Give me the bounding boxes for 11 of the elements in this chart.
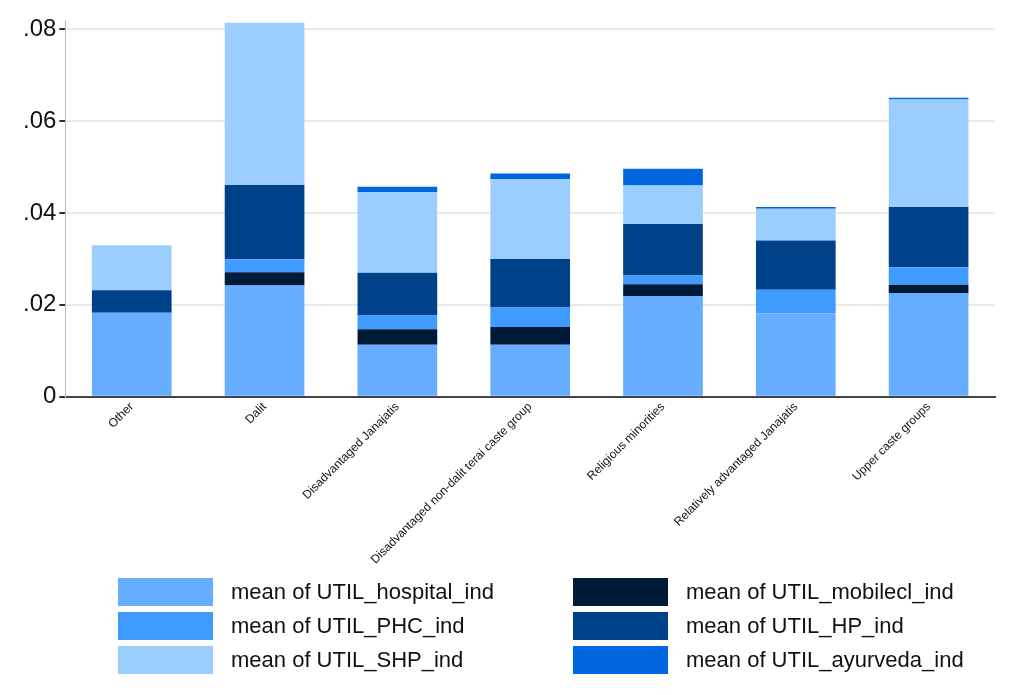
legend-label: mean of UTIL_HP_ind — [686, 613, 904, 639]
legend-label: mean of UTIL_mobilecl_ind — [686, 579, 954, 605]
y-tick-label: .04 — [22, 197, 57, 225]
legend-label: mean of UTIL_PHC_ind — [231, 613, 465, 639]
legend-label: mean of UTIL_ayurveda_ind — [686, 647, 964, 673]
y-tick-label: .08 — [22, 13, 57, 41]
legend-label: mean of UTIL_hospital_ind — [231, 579, 494, 605]
y-tick-label: 0 — [43, 381, 57, 409]
legend-label: mean of UTIL_SHP_ind — [231, 647, 464, 673]
y-tick-label: .06 — [22, 105, 57, 133]
y-tick-label: .02 — [22, 289, 57, 317]
